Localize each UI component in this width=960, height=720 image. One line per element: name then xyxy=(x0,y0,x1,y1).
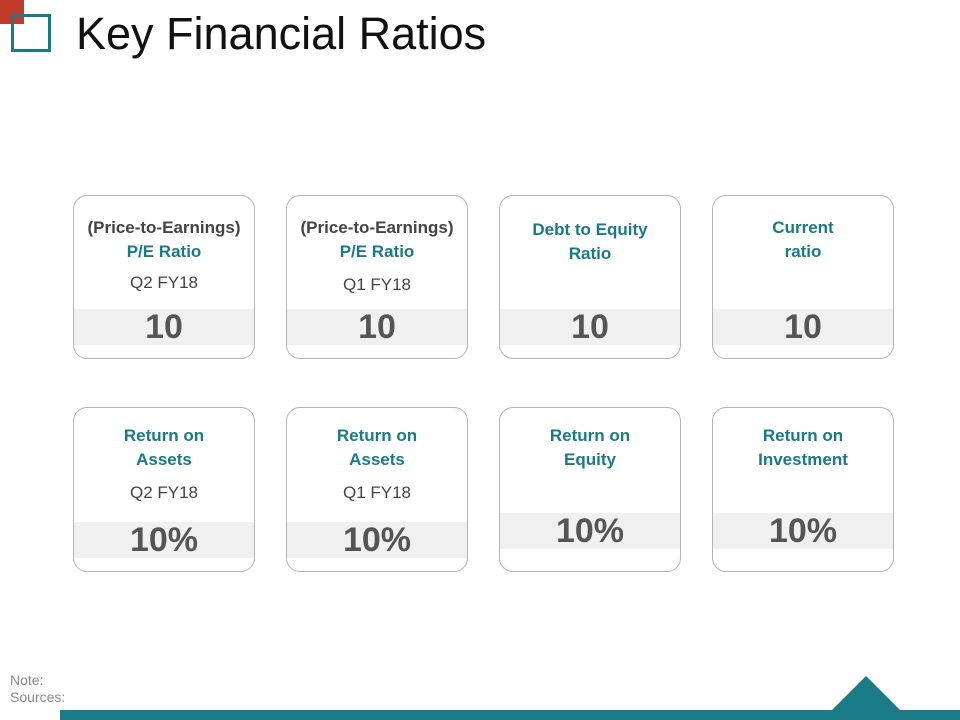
card-period: Q2 FY18 xyxy=(129,273,199,292)
note-label: Note: xyxy=(10,672,44,688)
card-return-on-investment: Return on Investment 10% xyxy=(712,407,894,572)
card-value: 10 xyxy=(74,309,254,345)
footer-triangle xyxy=(830,676,902,712)
card-heading-line2: ratio xyxy=(784,242,822,261)
card-heading-line1: Return on xyxy=(336,426,418,445)
card-heading: Return on Investment xyxy=(713,424,893,472)
card-value: 10 xyxy=(500,309,680,345)
card-heading-line2: Ratio xyxy=(568,244,612,263)
card-period: Q1 FY18 xyxy=(342,483,412,502)
card-heading-line1: Current xyxy=(772,218,834,237)
card-heading: Return on Assets xyxy=(287,424,467,472)
card-pe-ratio-q1: (Price-to-Earnings) P/E Ratio Q1 FY18 10 xyxy=(286,195,468,359)
card-heading: Current ratio xyxy=(713,216,893,264)
card-return-on-equity: Return on Equity 10% xyxy=(499,407,681,572)
card-value: 10% xyxy=(74,522,254,558)
card-current-ratio: Current ratio 10 xyxy=(712,195,894,359)
card-period: Q1 FY18 xyxy=(342,275,412,294)
card-heading-line1: (Price-to-Earnings) xyxy=(300,218,454,237)
card-period: Q2 FY18 xyxy=(129,483,199,502)
card-heading: (Price-to-Earnings) P/E Ratio xyxy=(74,216,254,264)
card-heading-line2: P/E Ratio xyxy=(339,242,415,261)
card-heading-line1: Debt to Equity xyxy=(532,220,648,239)
card-heading-line1: Return on xyxy=(123,426,205,445)
card-heading-line2: P/E Ratio xyxy=(126,242,202,261)
card-pe-ratio-q2: (Price-to-Earnings) P/E Ratio Q2 FY18 10 xyxy=(73,195,255,359)
card-heading-line2: Investment xyxy=(758,450,848,469)
footnote: Note: Sources: xyxy=(10,672,65,706)
card-value: 10% xyxy=(287,522,467,558)
card-heading: (Price-to-Earnings) P/E Ratio xyxy=(287,216,467,264)
card-heading-line1: Return on xyxy=(549,426,631,445)
card-heading-line1: Return on xyxy=(762,426,844,445)
card-value: 10 xyxy=(287,309,467,345)
card-debt-to-equity: Debt to Equity Ratio 10 xyxy=(499,195,681,359)
card-heading-line1: (Price-to-Earnings) xyxy=(87,218,241,237)
card-heading: Debt to Equity Ratio xyxy=(500,218,680,266)
card-value: 10 xyxy=(713,309,893,345)
card-return-on-assets-q2: Return on Assets Q2 FY18 10% xyxy=(73,407,255,572)
card-value: 10% xyxy=(713,513,893,549)
card-heading: Return on Equity xyxy=(500,424,680,472)
slide-title: Key Financial Ratios xyxy=(76,8,487,59)
card-return-on-assets-q1: Return on Assets Q1 FY18 10% xyxy=(286,407,468,572)
logo-outline-square xyxy=(11,14,51,52)
card-heading: Return on Assets xyxy=(74,424,254,472)
sources-label: Sources: xyxy=(10,689,66,705)
card-value: 10% xyxy=(500,513,680,549)
card-heading-line2: Equity xyxy=(564,450,616,469)
card-heading-line2: Assets xyxy=(349,450,405,469)
card-heading-line2: Assets xyxy=(136,450,192,469)
footer-bar xyxy=(60,710,960,720)
